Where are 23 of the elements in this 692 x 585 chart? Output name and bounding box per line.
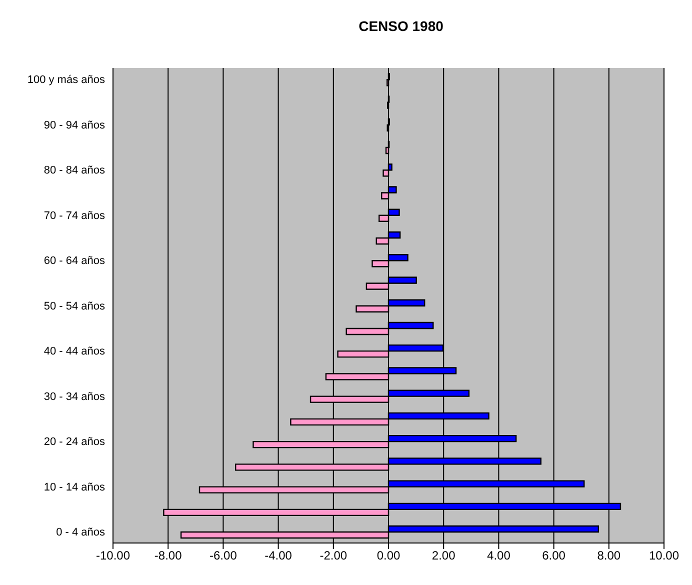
x-tick-label: -10.00 [96,548,130,563]
chart-title: CENSO 1980 [358,17,444,36]
x-tick-label: 0.00 [376,548,400,563]
x-tick-label: -2.00 [320,548,348,563]
x-tick-label: 2.00 [432,548,456,563]
y-tick-label: 80 - 84 años [44,164,106,177]
y-tick-label: 10 - 14 años [44,481,106,494]
y-tick-label: 40 - 44 años [44,346,106,358]
y-tick-label: 60 - 64 años [44,255,106,268]
x-tick-label: 10.00 [648,548,680,563]
x-tick-label: 8.00 [597,548,621,563]
x-tick-label: 6.00 [542,548,566,563]
y-tick-label: 70 - 74 años [44,210,106,222]
y-tick-label: 100 y más años [27,74,106,86]
y-tick-label: 30 - 34 años [44,390,106,403]
y-tick-label: 0 - 4 años [56,526,106,539]
y-tick-label: 20 - 24 años [44,436,106,448]
x-tick-label: -8.00 [154,548,182,563]
x-tick-label: 4.00 [487,548,511,563]
y-tick-label: 50 - 54 años [44,300,106,312]
x-tick-label: -4.00 [264,548,292,563]
y-tick-label: 90 - 94 años [44,119,106,132]
x-tick-label: -6.00 [210,548,238,563]
